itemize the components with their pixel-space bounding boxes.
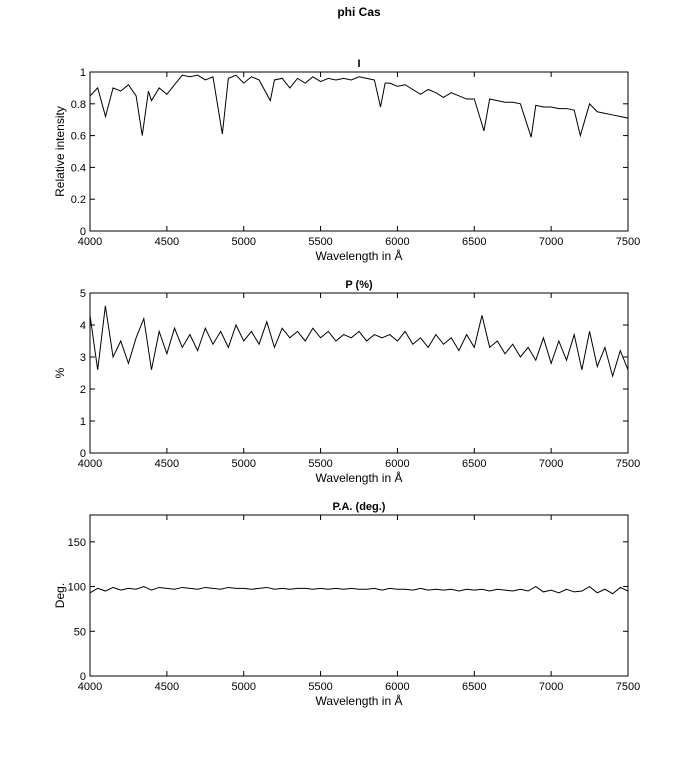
x-tick-label: 4000 bbox=[78, 458, 102, 470]
spectrum-line bbox=[89, 585, 629, 595]
y-tick-label: 2 bbox=[80, 384, 86, 396]
plot-area bbox=[90, 515, 628, 676]
x-tick-label: 7000 bbox=[539, 458, 563, 470]
plot-area bbox=[90, 72, 628, 231]
x-tick-label: 6000 bbox=[385, 681, 409, 693]
y-tick-label: 3 bbox=[80, 352, 86, 364]
x-tick-label: 5000 bbox=[231, 681, 255, 693]
x-axis-label: Wavelength in Å bbox=[316, 470, 403, 485]
spectrum-line bbox=[89, 305, 629, 379]
x-tick-label: 5500 bbox=[308, 458, 332, 470]
y-axis-label: % bbox=[53, 367, 67, 378]
x-tick-label: 4000 bbox=[78, 681, 102, 693]
y-axis-label: Relative intensity bbox=[53, 106, 67, 197]
y-axis-label: Deg. bbox=[53, 583, 67, 608]
y-tick-label: 5 bbox=[80, 288, 86, 300]
axes-box bbox=[89, 71, 629, 232]
x-tick-label: 7500 bbox=[616, 236, 640, 248]
y-tick-label: 4 bbox=[80, 320, 86, 332]
x-tick-label: 7000 bbox=[539, 236, 563, 248]
x-axis-label: Wavelength in Å bbox=[316, 248, 403, 263]
x-tick-label: 4000 bbox=[78, 236, 102, 248]
x-tick-label: 4500 bbox=[155, 458, 179, 470]
y-tick-label: 100 bbox=[68, 582, 86, 594]
y-tick-label: 0.2 bbox=[71, 194, 86, 206]
y-tick-label: 0 bbox=[80, 671, 86, 683]
y-tick-label: 1 bbox=[80, 416, 86, 428]
spectrum-line bbox=[89, 74, 629, 138]
axes-box bbox=[89, 514, 629, 677]
figure-title: phi Cas bbox=[337, 5, 381, 19]
panel-title: P (%) bbox=[345, 279, 373, 291]
x-tick-label: 5500 bbox=[308, 681, 332, 693]
x-tick-label: 6000 bbox=[385, 236, 409, 248]
y-tick-label: 0 bbox=[80, 448, 86, 460]
plot-area bbox=[90, 293, 628, 453]
y-tick-label: 50 bbox=[74, 626, 86, 638]
y-tick-label: 0 bbox=[80, 226, 86, 238]
x-tick-label: 7500 bbox=[616, 681, 640, 693]
y-tick-label: 0.8 bbox=[71, 99, 86, 111]
y-tick-label: 150 bbox=[68, 537, 86, 549]
x-tick-label: 6500 bbox=[462, 681, 486, 693]
y-tick-label: 0.6 bbox=[71, 131, 86, 143]
y-tick-label: 0.4 bbox=[71, 162, 86, 174]
x-tick-label: 6500 bbox=[462, 458, 486, 470]
x-tick-label: 6000 bbox=[385, 458, 409, 470]
x-axis-label: Wavelength in Å bbox=[316, 693, 403, 708]
x-tick-label: 5000 bbox=[231, 458, 255, 470]
panel-title: P.A. (deg.) bbox=[333, 501, 386, 513]
y-tick-label: 1 bbox=[80, 67, 86, 79]
x-tick-label: 4500 bbox=[155, 236, 179, 248]
x-tick-label: 5000 bbox=[231, 236, 255, 248]
x-tick-label: 5500 bbox=[308, 236, 332, 248]
x-tick-label: 6500 bbox=[462, 236, 486, 248]
x-tick-label: 7000 bbox=[539, 681, 563, 693]
x-tick-label: 7500 bbox=[616, 458, 640, 470]
panel-title: I bbox=[357, 58, 360, 70]
axes-box bbox=[89, 292, 629, 454]
x-tick-label: 4500 bbox=[155, 681, 179, 693]
